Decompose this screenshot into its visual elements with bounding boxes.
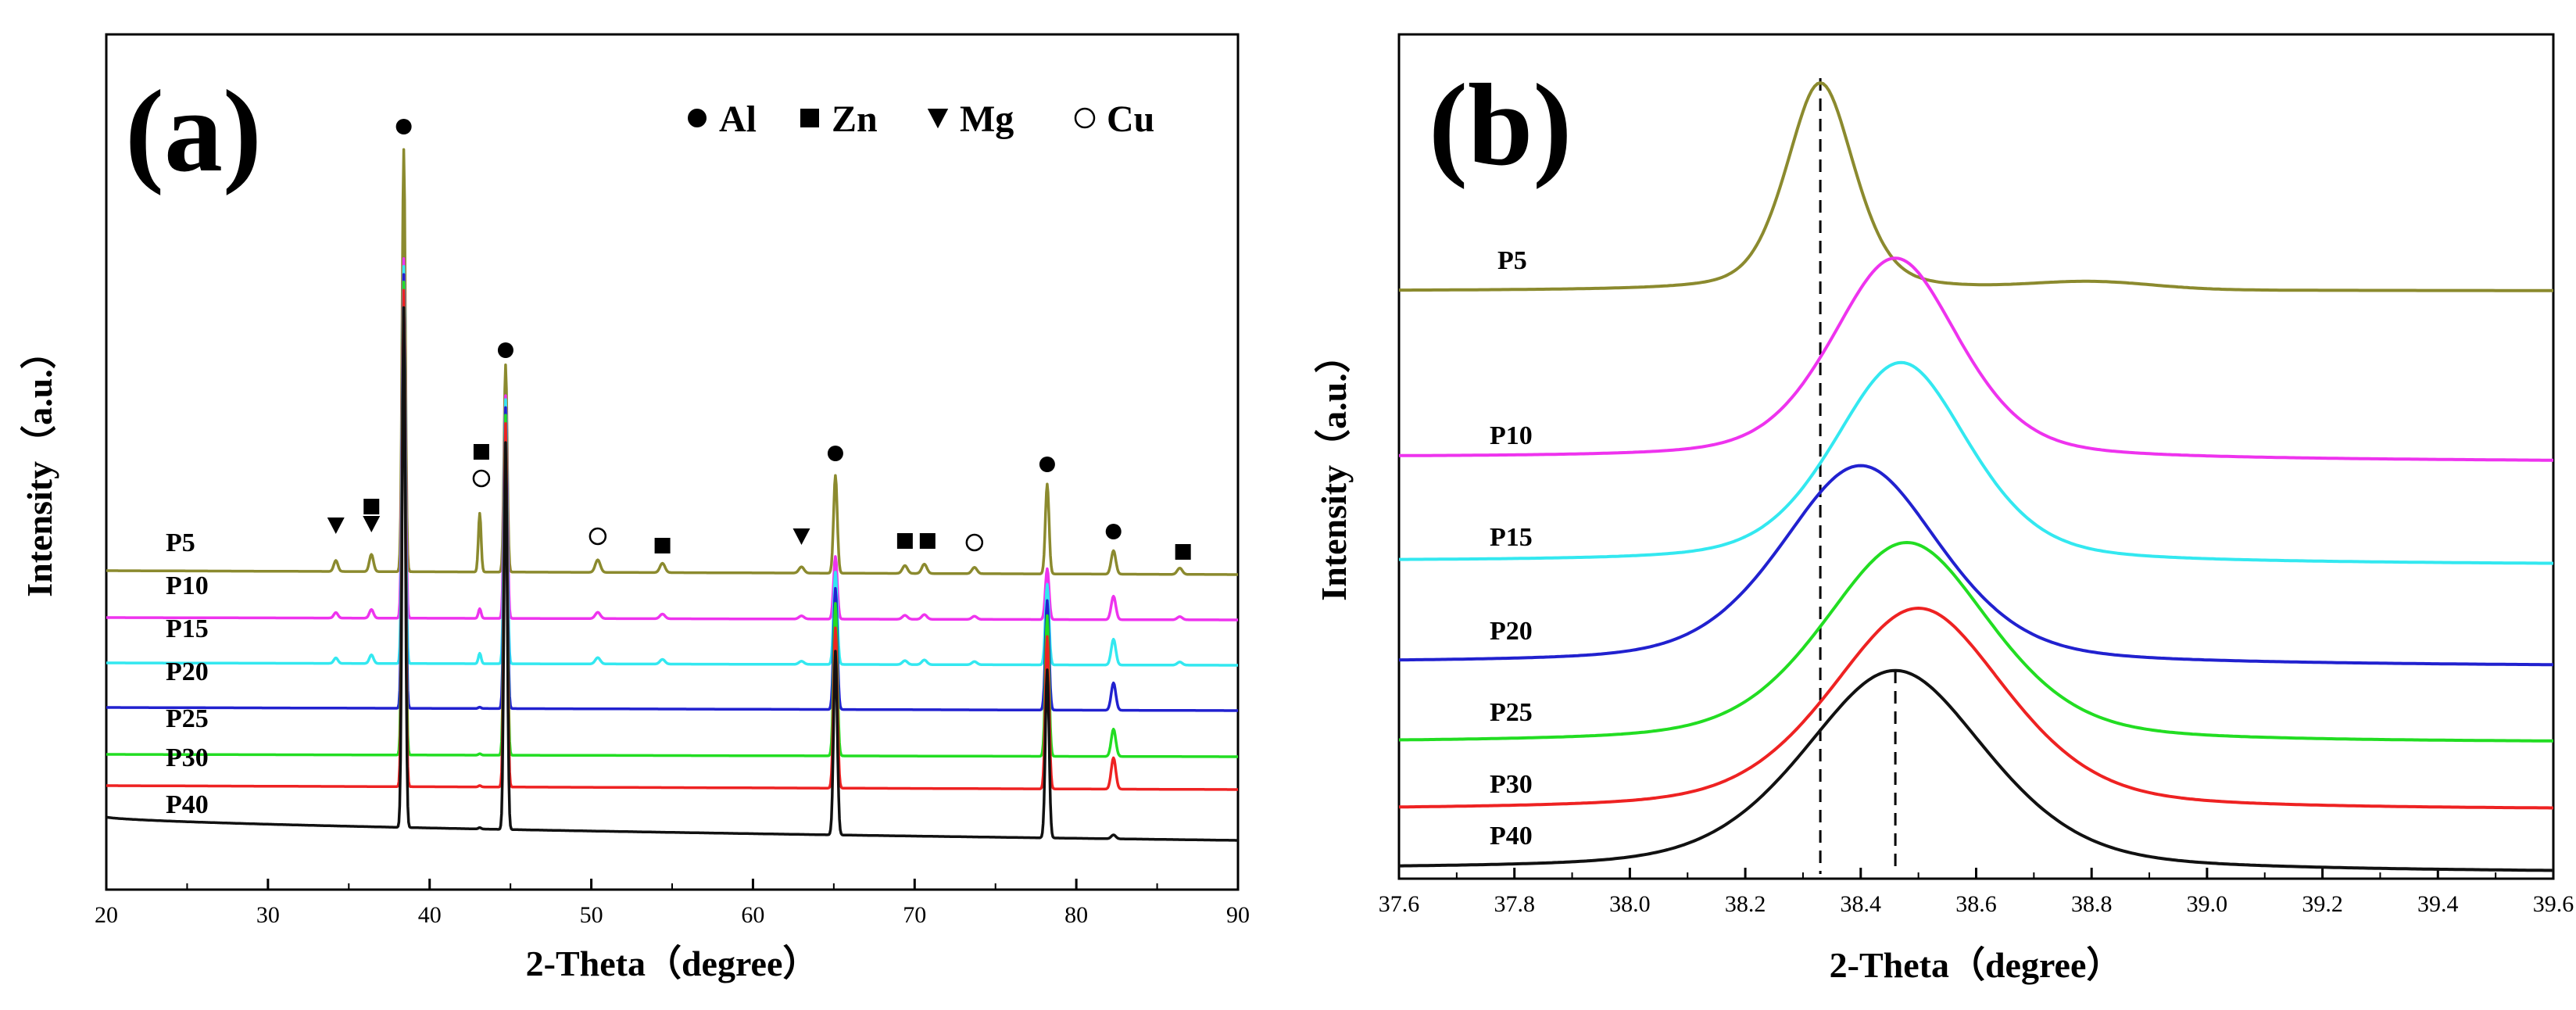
x-tick-label: 30	[256, 902, 280, 928]
series-line-p10	[1399, 256, 2553, 462]
series-line-p40	[1399, 668, 2554, 872]
x-tick-label: 60	[741, 902, 764, 928]
panel-b: 37.6 37.8 38.0 38.2 38.4 38.6 38.8 39.0 39.2 39.4…	[1314, 33, 2574, 985]
zn-marker	[473, 444, 489, 460]
panel-a-x-ticks: 20 30 40 50 60 70 80 90	[95, 879, 1250, 928]
series-line-p5	[106, 148, 1239, 576]
series-line-p10	[106, 257, 1239, 621]
series-line-p20	[106, 273, 1239, 712]
mg-marker	[363, 516, 381, 532]
x-tick-label: 40	[418, 902, 442, 928]
panel-b-traces	[1398, 81, 2554, 872]
series-line-p40	[106, 306, 1239, 842]
x-tick-label: 39.0	[2187, 891, 2228, 917]
panel-b-y-axis-title: Intensity（a.u.）	[1314, 337, 1354, 600]
al-marker	[497, 342, 513, 358]
panel-a-series-labels: P5 P10 P15 P20 P25 P30 P40	[166, 528, 209, 819]
legend-entry-mg: Mg	[927, 98, 1014, 140]
legend-entry-al: Al	[688, 98, 757, 140]
series-line-p20	[1398, 464, 2554, 667]
series-label-p10: P10	[1490, 421, 1533, 450]
zn-marker	[896, 533, 913, 549]
panel-a-label: (a)	[125, 66, 262, 196]
mg-marker	[927, 109, 949, 129]
x-tick-label: 70	[903, 902, 926, 928]
x-tick-label: 38.8	[2071, 891, 2113, 917]
panel-b-series-labels: P5 P10 P15 P20 P25 P30 P40	[1490, 246, 1533, 851]
x-tick-label: 39.4	[2417, 891, 2459, 917]
series-label-p40: P40	[166, 790, 209, 819]
zn-marker	[1175, 544, 1191, 560]
x-tick-label: 80	[1064, 902, 1088, 928]
series-line-p30	[1398, 607, 2553, 810]
x-tick-label: 38.2	[1725, 891, 1766, 917]
series-label-p5: P5	[166, 528, 195, 557]
panel-b-x-axis-title: 2-Theta（degree）	[1830, 945, 2123, 985]
mg-marker	[327, 518, 345, 534]
x-tick-label: 38.0	[1609, 891, 1651, 917]
panel-a-phase-markers	[327, 119, 1191, 560]
zn-marker	[919, 533, 936, 549]
zn-marker	[654, 538, 671, 553]
cu-marker	[1074, 107, 1096, 129]
panel-b-reference-lines	[1819, 78, 1897, 874]
series-label-p25: P25	[1490, 698, 1533, 727]
x-tick-label: 90	[1226, 902, 1250, 928]
series-label-p40: P40	[1490, 822, 1533, 851]
x-tick-label: 50	[580, 902, 603, 928]
series-label-p10: P10	[166, 571, 209, 600]
panel-b-label: (b)	[1429, 60, 1572, 190]
x-tick-label: 37.6	[1379, 891, 1420, 917]
legend-label: Zn	[832, 98, 878, 140]
x-tick-label: 38.6	[1955, 891, 1997, 917]
panel-a-y-axis-title: Intensity（a.u.）	[20, 333, 59, 596]
al-marker	[827, 446, 843, 461]
cu-marker	[965, 533, 984, 552]
x-tick-label: 20	[95, 902, 118, 928]
cu-marker	[589, 527, 607, 546]
al-marker	[688, 109, 707, 127]
series-line-p15	[1399, 360, 2554, 565]
series-label-p20: P20	[1490, 617, 1533, 646]
legend-entry-zn: Zn	[800, 98, 878, 140]
mg-marker	[792, 528, 810, 545]
x-tick-label: 38.4	[1841, 891, 1882, 917]
series-line-p30	[106, 288, 1239, 791]
x-tick-label: 39.6	[2533, 891, 2574, 917]
panel-b-x-ticks: 37.6 37.8 38.0 38.2 38.4 38.6 38.8 39.0 39.2 39.4…	[1379, 868, 2574, 917]
series-label-p20: P20	[166, 657, 209, 686]
legend-label: Mg	[960, 98, 1014, 140]
series-line-p5	[1399, 81, 2553, 292]
series-label-p15: P15	[166, 614, 209, 643]
series-line-p25	[106, 281, 1239, 758]
series-line-p15	[106, 265, 1239, 667]
legend-label: Cu	[1107, 98, 1154, 140]
legend-entry-cu: Cu	[1074, 98, 1154, 140]
series-label-p30: P30	[166, 743, 209, 772]
zn-marker	[363, 499, 380, 514]
series-label-p5: P5	[1497, 246, 1527, 275]
series-label-p15: P15	[1490, 523, 1533, 552]
series-line-p25	[1398, 541, 2553, 743]
zn-marker	[800, 109, 819, 127]
x-tick-label: 39.2	[2302, 891, 2343, 917]
al-marker	[1039, 457, 1055, 472]
panel-a-x-axis-title: 2-Theta（degree）	[526, 944, 819, 983]
panel-a: 20 30 40 50 60 70 80 90 P5 P10 P15 P20 P25 P30 P40 Al…	[20, 33, 1250, 983]
legend-label: Al	[719, 98, 757, 140]
cu-marker	[472, 469, 491, 488]
al-marker	[1105, 524, 1122, 539]
legend: Al Zn Mg Cu	[688, 98, 1154, 140]
panel-a-traces	[106, 148, 1239, 842]
al-marker	[395, 119, 412, 134]
x-tick-label: 37.8	[1494, 891, 1535, 917]
series-label-p25: P25	[166, 704, 209, 733]
series-label-p30: P30	[1490, 770, 1533, 799]
panel-a-frame	[105, 33, 1240, 891]
